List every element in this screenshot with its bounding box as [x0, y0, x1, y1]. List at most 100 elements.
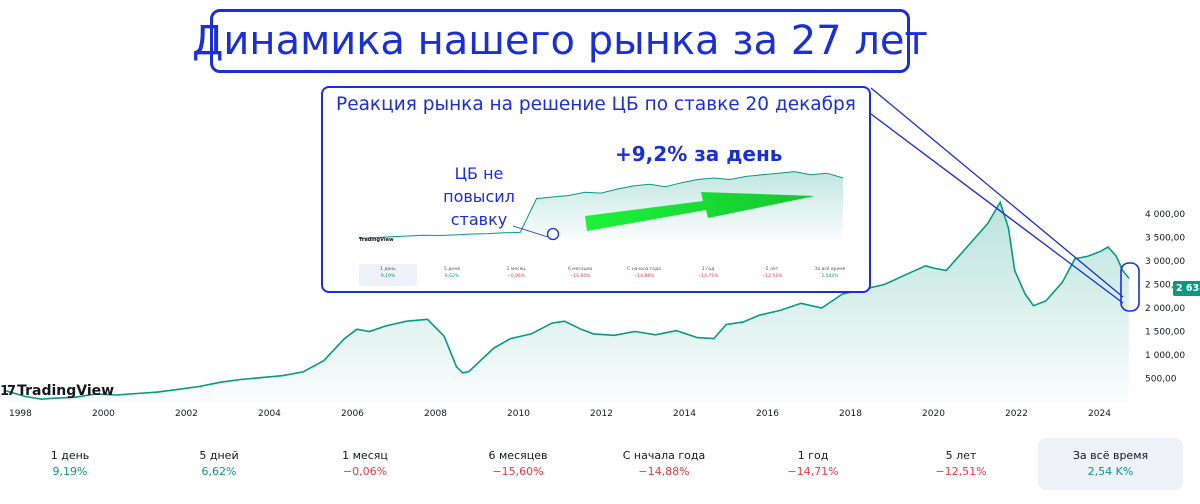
series-point — [40, 398, 43, 400]
series-point — [356, 328, 358, 330]
series-point — [74, 396, 76, 398]
inset-stat[interactable]: 1 день 9,19% — [359, 264, 417, 286]
series-point — [904, 274, 906, 276]
series-point — [1074, 258, 1076, 260]
x-tick-label: 2018 — [839, 409, 862, 419]
series-point — [462, 372, 464, 374]
stat-5-days[interactable]: 5 дней 6,62% — [144, 438, 294, 490]
stat-all-time[interactable]: За всё время 2,54 K% — [1038, 438, 1183, 490]
series-point — [323, 360, 325, 362]
stat-label: 1 год — [797, 449, 829, 462]
series-point — [385, 325, 387, 327]
x-axis: 1998 2000 2002 2004 2006 2008 2010 2012 2014 2016… — [9, 409, 1111, 419]
stat-6-months[interactable]: 6 месяцев −15,60% — [443, 438, 593, 490]
series-point — [1115, 255, 1117, 257]
series-point — [343, 337, 346, 340]
current-value-highlight — [1120, 262, 1140, 312]
series-point — [136, 392, 138, 395]
series-points — [3, 201, 1130, 400]
connector-line — [870, 87, 1124, 298]
cb-note: ЦБ не повысил ставку — [419, 162, 539, 231]
series-point — [713, 337, 715, 340]
stat-value: 9,19% — [52, 465, 88, 478]
series-point — [53, 397, 55, 399]
series-point — [115, 394, 117, 396]
inset-stat[interactable]: 5 лет −12,51% — [761, 267, 783, 279]
series-point — [841, 293, 844, 295]
x-tick-label: 2024 — [1088, 409, 1111, 419]
inset-stat[interactable]: 1 месяц −0,06% — [506, 267, 526, 279]
stat-label: 5 лет — [945, 449, 977, 462]
x-tick-label: 2008 — [424, 409, 447, 419]
series-point — [157, 391, 159, 393]
performance-stats-row: 1 день 9,19% 5 дней 6,62% 1 месяц −0,06% 6 … — [0, 438, 1200, 490]
series-point — [742, 321, 744, 323]
inset-stat[interactable]: 6 месяцев −15,60% — [567, 267, 593, 279]
series-point — [924, 265, 927, 267]
series-point — [987, 222, 989, 225]
stat-1-year[interactable]: 1 год −14,71% — [738, 438, 888, 490]
series-point — [509, 337, 512, 340]
stat-1-day[interactable]: 1 день 9,19% — [0, 438, 145, 490]
series-point — [655, 334, 657, 336]
series-point — [800, 302, 802, 304]
series-point — [675, 329, 678, 332]
series-point — [1107, 246, 1109, 248]
series-point — [177, 388, 180, 390]
series-point — [779, 309, 781, 311]
cb-note-line: повысил — [443, 187, 515, 206]
y-tick-label: 3 000,00 — [1145, 257, 1185, 267]
stat-5-years[interactable]: 5 лет −12,51% — [886, 438, 1036, 490]
stat-label: 1 месяц — [342, 449, 388, 462]
series-point — [240, 378, 242, 381]
y-tick-label: 4 000,00 — [1145, 210, 1185, 220]
stat-ytd[interactable]: С начала года −14,88% — [589, 438, 739, 490]
series-point — [551, 322, 553, 324]
tradingview-mark-icon: 17 — [0, 383, 16, 399]
y-axis: 500,00 1 000,00 1 500,00 2 000,00 2 500,00 3 … — [1145, 210, 1185, 384]
stat-label: 1 день — [50, 449, 90, 462]
stat-1-month[interactable]: 1 месяц −0,06% — [290, 438, 440, 490]
inset-stat[interactable]: За всё время 2,544% — [814, 267, 846, 279]
series-point — [530, 333, 532, 335]
x-tick-label: 2002 — [175, 409, 198, 419]
inset-stats-row: 1 день 9,19% 5 дней 6,62% 1 месяц −0,06% 6 … — [359, 264, 859, 286]
inset-stat[interactable]: 1 год −14,71% — [697, 267, 719, 279]
series-point — [563, 320, 566, 322]
series-point — [1045, 300, 1047, 302]
series-point — [219, 381, 221, 383]
stat-value: −12,51% — [935, 465, 987, 478]
stat-value: −14,88% — [638, 465, 690, 478]
stat-value: −0,06% — [342, 465, 388, 478]
series-point — [406, 320, 408, 322]
stat-value: 6,62% — [201, 465, 237, 478]
series-point — [468, 370, 470, 373]
y-tick-label: 2 000,00 — [1145, 304, 1185, 314]
inset-stat[interactable]: 5 дней 6,62% — [443, 267, 461, 279]
series-point — [696, 337, 698, 339]
stat-label: 6 месяцев — [488, 449, 548, 462]
series-point — [1086, 255, 1088, 257]
inset-panel: Реакция рынка на решение ЦБ по ставке 20… — [321, 86, 871, 293]
series-point — [3, 389, 5, 391]
cb-note-line: ставку — [450, 210, 508, 229]
series-point — [1099, 251, 1101, 253]
series-point — [580, 328, 582, 330]
decision-marker — [546, 227, 560, 241]
x-tick-label: 2004 — [258, 409, 281, 419]
series-point — [758, 314, 761, 316]
series-point — [945, 269, 947, 272]
stat-label: 5 дней — [199, 449, 239, 462]
series-point — [1024, 293, 1026, 295]
inset-stat[interactable]: С начала года −14,88% — [627, 267, 661, 279]
x-tick-label: 1998 — [9, 409, 32, 419]
series-point — [634, 330, 636, 333]
stat-value: −14,71% — [787, 465, 839, 478]
y-tick-label: 500,00 — [1145, 375, 1177, 385]
series-point — [493, 347, 495, 349]
inset-chart — [358, 171, 844, 241]
cb-note-pointer — [512, 225, 549, 238]
y-tick-label: 3 500,00 — [1145, 234, 1185, 244]
series-point — [1122, 269, 1124, 272]
x-tick-label: 2020 — [922, 409, 945, 419]
